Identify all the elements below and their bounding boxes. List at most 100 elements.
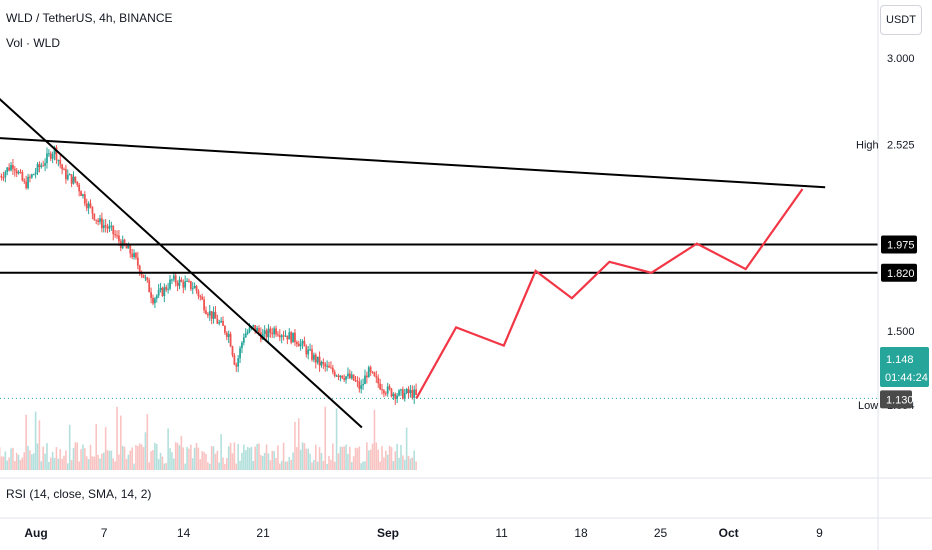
candles bbox=[0, 145, 417, 405]
candle-body bbox=[112, 225, 115, 235]
rsi-label[interactable]: RSI (14, close, SMA, 14, 2) bbox=[6, 487, 152, 501]
volume-bar bbox=[36, 443, 39, 470]
volume-bar bbox=[76, 442, 79, 470]
candle-body bbox=[383, 390, 385, 394]
candle-body bbox=[184, 281, 187, 288]
candle-body bbox=[358, 381, 361, 389]
candle-body bbox=[78, 184, 81, 192]
candle-body bbox=[72, 176, 75, 184]
candle-body bbox=[51, 154, 54, 159]
volume-bar bbox=[405, 427, 408, 470]
volume-bar bbox=[146, 414, 149, 470]
candle-body bbox=[206, 313, 209, 316]
candle-body bbox=[153, 298, 156, 304]
volume-bar bbox=[280, 460, 283, 470]
volume-bar bbox=[375, 442, 378, 470]
volume-bar bbox=[369, 449, 372, 470]
volume-bar bbox=[188, 448, 190, 470]
volume-bar bbox=[411, 457, 414, 470]
price-tick-label: 3.000 bbox=[887, 53, 915, 65]
volume-bar bbox=[155, 444, 158, 470]
volume-bar bbox=[296, 447, 298, 470]
volume-bar bbox=[163, 463, 166, 470]
volume-bar bbox=[59, 449, 62, 470]
candle-body bbox=[384, 393, 387, 395]
volume-bar bbox=[184, 463, 186, 470]
candle-body bbox=[191, 288, 194, 290]
candle-body bbox=[23, 180, 26, 182]
candle-body bbox=[360, 385, 363, 389]
candle-body bbox=[27, 176, 29, 189]
volume-bar bbox=[82, 444, 84, 470]
high-label: High bbox=[856, 139, 879, 151]
candle-body bbox=[314, 354, 317, 363]
volume-bar bbox=[212, 446, 215, 470]
volume-label[interactable]: Vol · WLD bbox=[6, 36, 61, 50]
candle-body bbox=[411, 390, 414, 398]
volume-bar bbox=[297, 418, 300, 470]
candle-body bbox=[301, 341, 304, 344]
candle-body bbox=[210, 311, 213, 319]
volume-bar bbox=[125, 458, 128, 470]
volume-bar bbox=[42, 446, 45, 470]
volume-bar bbox=[299, 449, 302, 470]
candle-body bbox=[61, 164, 64, 170]
volume-bar bbox=[67, 463, 69, 470]
candle-body bbox=[231, 346, 234, 356]
candle-body bbox=[15, 170, 18, 174]
volume-bar bbox=[226, 457, 228, 470]
candle-body bbox=[89, 203, 92, 207]
candle-body bbox=[390, 388, 393, 397]
volume-bar bbox=[398, 457, 400, 470]
candle-body bbox=[292, 332, 294, 343]
symbol-title[interactable]: WLD / TetherUS, 4h, BINANCE bbox=[6, 11, 173, 25]
candle-body bbox=[201, 296, 204, 300]
candle-body bbox=[254, 325, 257, 331]
volume-bar bbox=[403, 459, 406, 470]
candle-body bbox=[10, 165, 12, 171]
projection-path bbox=[415, 188, 804, 399]
volume-bar bbox=[394, 451, 397, 470]
volume-bar bbox=[352, 456, 355, 470]
candle-body bbox=[305, 346, 308, 355]
volume-bar bbox=[360, 463, 362, 470]
candle-body bbox=[127, 245, 130, 249]
volume-bar bbox=[161, 456, 164, 470]
time-tick-label: Sep bbox=[377, 526, 399, 540]
volume-bar bbox=[186, 447, 188, 470]
time-tick-label: 11 bbox=[495, 526, 508, 540]
candle-body bbox=[269, 328, 272, 333]
volume-bar bbox=[383, 457, 385, 470]
volume-bar bbox=[373, 409, 376, 470]
volume-bar bbox=[15, 452, 18, 470]
volume-bar bbox=[104, 427, 107, 470]
volume-bar bbox=[379, 461, 381, 470]
candle-body bbox=[25, 181, 28, 189]
candle-body bbox=[277, 334, 279, 336]
candle-body bbox=[17, 171, 20, 174]
candle-body bbox=[335, 375, 338, 377]
volume-bar bbox=[263, 452, 266, 470]
volume-bar bbox=[311, 462, 313, 470]
volume-bar bbox=[258, 443, 260, 470]
candle-body bbox=[47, 153, 50, 155]
volume-bar bbox=[284, 461, 287, 470]
candle-body bbox=[155, 295, 158, 299]
volume-bar bbox=[48, 461, 50, 470]
volume-bar bbox=[305, 448, 308, 470]
candle-body bbox=[66, 174, 69, 180]
candle-body bbox=[6, 167, 9, 172]
volume-bar bbox=[70, 460, 73, 470]
currency-button[interactable]: USDT bbox=[880, 5, 922, 35]
candle-body bbox=[371, 371, 374, 373]
candle-body bbox=[400, 389, 402, 391]
volume-bar bbox=[23, 452, 26, 470]
high-value: 2.525 bbox=[887, 139, 915, 151]
candle-body bbox=[32, 174, 35, 176]
volume-bar bbox=[292, 452, 294, 470]
candle-body bbox=[59, 160, 62, 165]
candle-body bbox=[218, 322, 221, 324]
volume-bar bbox=[116, 406, 118, 470]
volume-bar bbox=[318, 447, 321, 470]
